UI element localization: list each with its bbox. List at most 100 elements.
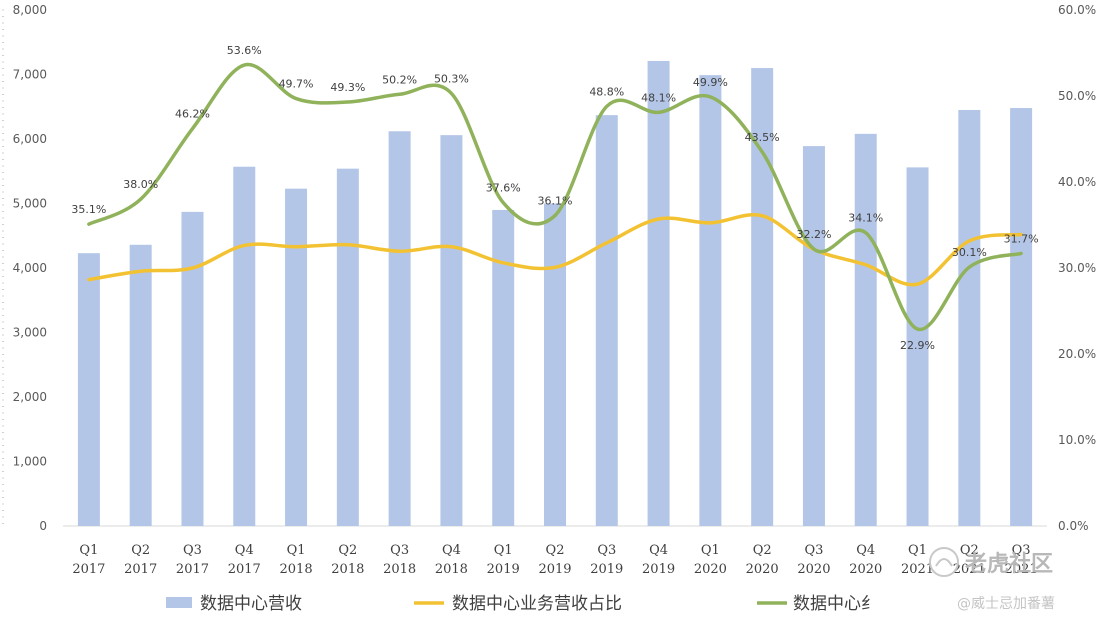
x-tick-year: 2021 [953, 562, 986, 577]
x-tick-year: 2020 [797, 562, 830, 577]
data-label: 32.2% [796, 228, 831, 241]
left-tick-label: 3,000 [13, 326, 47, 340]
data-label: 49.9% [693, 76, 728, 89]
x-tick-year: 2018 [280, 562, 313, 577]
data-label: 48.1% [641, 91, 676, 104]
x-tick-quarter: Q1 [494, 543, 513, 558]
legend-label-bar: 数据中心营收 [200, 594, 302, 614]
x-tick-quarter: Q2 [753, 543, 772, 558]
bar [906, 167, 929, 526]
data-labels: 35.1% 38.0% 46.2% 53.6% 49.7% 49.3% 50.2% 50.3%… [71, 44, 1038, 352]
x-tick-quarter: Q4 [649, 543, 668, 558]
tiger-logo-stroke [935, 558, 953, 567]
share-line [87, 213, 1023, 287]
x-tick-quarter: Q4 [856, 543, 875, 558]
x-tick-quarter: Q3 [1012, 543, 1031, 558]
bar [285, 188, 308, 527]
bar [854, 133, 877, 526]
bar [388, 131, 411, 526]
left-tick-label: 8,000 [13, 3, 47, 17]
x-tick-quarter: Q1 [287, 543, 306, 558]
legend-swatch-bar [166, 597, 192, 608]
left-tick-label: 4,000 [13, 261, 47, 275]
margin-line [87, 62, 1023, 331]
share-line-series [87, 213, 1023, 287]
right-tick-label: 10.0% [1058, 433, 1096, 447]
watermark: 老虎社区 @威士忌加番薯 [880, 547, 1090, 620]
data-label: 38.0% [123, 178, 158, 191]
data-label: 50.3% [434, 72, 469, 85]
watermark-brand: 老虎社区 [964, 551, 1053, 577]
bar [958, 109, 981, 526]
watermark-sub: @威士忌加番薯 [957, 596, 1055, 612]
bar [1010, 108, 1033, 526]
data-label: 35.1% [71, 203, 106, 216]
right-axis-ticks: 0.0% 10.0% 20.0% 30.0% 40.0% 50.0% 60.0% [1058, 3, 1096, 533]
x-tick-quarter: Q4 [235, 543, 254, 558]
x-tick-year: 2017 [228, 562, 261, 577]
x-tick-year: 2018 [383, 562, 416, 577]
x-tick-year: 2020 [694, 562, 727, 577]
x-tick-year: 2017 [176, 562, 209, 577]
right-tick-label: 50.0% [1058, 89, 1096, 103]
data-label: 53.6% [227, 44, 262, 57]
data-label: 46.2% [175, 108, 210, 121]
data-label: 37.6% [486, 182, 521, 195]
data-label: 49.3% [330, 81, 365, 94]
legend-label-margin: 数据中心纟 [793, 594, 878, 614]
x-tick-quarter: Q4 [442, 543, 461, 558]
bar [699, 75, 722, 527]
bar [595, 115, 618, 526]
x-tick-year: 2019 [590, 562, 623, 577]
legend: 数据中心营收 数据中心业务营收占比 数据中心纟 [166, 594, 878, 614]
data-label: 36.1% [538, 195, 573, 208]
x-tick-year: 2021 [901, 562, 934, 577]
left-tick-label: 7,000 [13, 68, 47, 82]
right-tick-label: 40.0% [1058, 175, 1096, 189]
bar [440, 135, 463, 526]
x-tick-year: 2021 [1005, 562, 1038, 577]
x-tick-quarter: Q3 [183, 543, 202, 558]
x-tick-year: 2020 [849, 562, 882, 577]
bar [77, 253, 100, 527]
x-tick-year: 2019 [538, 562, 571, 577]
x-tick-quarter: Q2 [131, 543, 150, 558]
x-tick-year: 2018 [435, 562, 468, 577]
data-label: 30.1% [952, 246, 987, 259]
watermark-backdrop [880, 590, 1090, 620]
bar [181, 211, 204, 526]
bar [751, 68, 774, 527]
data-label: 49.7% [279, 78, 314, 91]
x-tick-quarter: Q2 [338, 543, 357, 558]
left-tick-label: 6,000 [13, 132, 47, 146]
bar [336, 168, 359, 527]
left-tick-label: 1,000 [13, 455, 47, 469]
x-tick-quarter: Q1 [79, 543, 98, 558]
x-tick-year: 2020 [746, 562, 779, 577]
left-tick-label: 0 [39, 519, 47, 533]
x-tick-quarter: Q2 [546, 543, 565, 558]
x-tick-quarter: Q2 [960, 543, 979, 558]
legend-label-share: 数据中心业务营收占比 [452, 594, 622, 614]
left-tick-label: 5,000 [13, 197, 47, 211]
data-label: 48.8% [589, 85, 624, 98]
tiger-logo-ring [929, 547, 959, 577]
x-axis-ticks: Q1 2017 Q2 2017 Q3 2017 Q4 2017 Q1 2018 Q2 2018 Q3 20… [72, 543, 1037, 577]
bar [492, 209, 515, 526]
bar [802, 146, 825, 526]
right-tick-label: 60.0% [1058, 3, 1096, 17]
x-tick-year: 2019 [642, 562, 675, 577]
margin-line-series [87, 62, 1023, 331]
left-axis-ticks: 0 1,000 2,000 3,000 4,000 5,000 6,000 7,000 8,00… [13, 3, 47, 533]
bar [647, 60, 670, 527]
x-tick-quarter: Q1 [908, 543, 927, 558]
x-tick-year: 2017 [124, 562, 157, 577]
x-tick-year: 2017 [72, 562, 105, 577]
data-label: 43.5% [745, 131, 780, 144]
bar [233, 166, 256, 527]
data-label: 31.7% [1004, 232, 1039, 245]
x-tick-year: 2019 [487, 562, 520, 577]
x-tick-quarter: Q3 [804, 543, 823, 558]
